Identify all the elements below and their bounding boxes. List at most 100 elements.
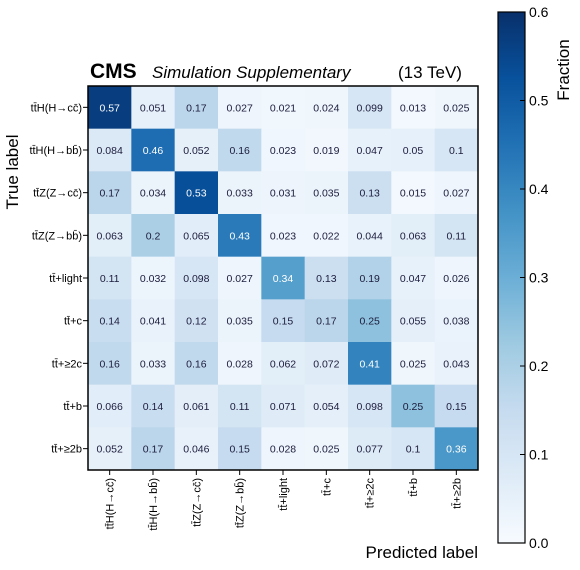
- heatmap-cell-7-5: [304, 384, 349, 428]
- heatmap-cell-label-0-8: 0.025: [443, 102, 469, 114]
- heatmap-cell-2-0: [88, 171, 132, 215]
- heatmap-cell-label-0-1: 0.051: [140, 102, 166, 114]
- y-tick-label-4: tt̄+light: [49, 273, 82, 285]
- heatmap-cell-5-7: [391, 299, 436, 343]
- heatmap-cell-label-1-3: 0.16: [229, 145, 250, 157]
- x-tick-label-4: tt̄+light: [278, 478, 290, 511]
- heatmap-cell-5-5: [304, 299, 349, 343]
- heatmap-cell-label-1-0: 0.084: [97, 145, 123, 157]
- x-tick-label-3: tt̄Z(Z→bb̄): [234, 478, 247, 528]
- heatmap-cell-7-0: [88, 384, 132, 428]
- heatmap-cell-0-0: [88, 86, 132, 130]
- heatmap-cell-label-0-4: 0.021: [270, 102, 296, 114]
- heatmap-cell-label-4-1: 0.032: [140, 273, 166, 285]
- supplementary-label: Simulation Supplementary: [152, 63, 352, 82]
- heatmap-cell-label-7-4: 0.071: [270, 401, 296, 413]
- heatmap-cell-3-6: [348, 214, 392, 258]
- heatmap-cell-label-8-7: 0.1: [406, 444, 421, 456]
- heatmap-cell-6-0: [88, 342, 132, 386]
- heatmap-cell-label-1-7: 0.05: [403, 145, 424, 157]
- heatmap-cell-labels: 0.57 0.051 0.17 0.027 0.021 0.024 0.099 0.013 0.…: [97, 102, 470, 455]
- heatmap-cell-label-1-2: 0.052: [183, 145, 209, 157]
- heatmap-cell-label-2-0: 0.17: [99, 188, 120, 200]
- x-tick-labels: tt̄H(H→cc̄) tt̄H(H→bb̄) tt̄Z(Z→cc̄) tt̄Z(Z→…: [104, 470, 463, 531]
- heatmap-cell-label-6-4: 0.062: [270, 358, 296, 370]
- y-tick-label-7: tt̄+b: [63, 401, 82, 413]
- heatmap-cell-label-6-7: 0.025: [400, 358, 426, 370]
- heatmap-cell-2-1: [131, 171, 176, 215]
- heatmap-cell-2-6: [348, 171, 392, 215]
- heatmap-cell-label-7-8: 0.15: [446, 401, 467, 413]
- heatmap-cell-label-3-3: 0.43: [229, 230, 250, 242]
- heatmap-cell-7-7: [391, 384, 436, 428]
- x-tick-label-5: tt̄+c: [321, 478, 333, 497]
- heatmap-cell-7-8: [434, 384, 479, 428]
- heatmap-cell-label-0-3: 0.027: [227, 102, 253, 114]
- heatmap-cell-label-6-0: 0.16: [99, 358, 120, 370]
- y-tick-label-5: tt̄+c: [64, 315, 83, 327]
- y-tick-label-0: tt̄H(H→cc̄): [31, 102, 82, 114]
- heatmap-cell-label-3-8: 0.11: [446, 230, 466, 242]
- heatmap-cell-1-6: [348, 128, 392, 172]
- heatmap-cell-3-0: [88, 214, 132, 258]
- heatmap-cell-4-0: [88, 256, 132, 300]
- heatmap-cell-2-5: [304, 171, 349, 215]
- heatmap-cell-label-1-8: 0.1: [449, 145, 464, 157]
- heatmap-cell-label-7-1: 0.14: [143, 401, 164, 413]
- heatmap-cell-label-4-0: 0.11: [100, 273, 120, 285]
- heatmap-cell-label-3-7: 0.063: [400, 230, 426, 242]
- heatmap-cell-1-4: [261, 128, 306, 172]
- heatmap-cell-label-6-8: 0.043: [443, 358, 469, 370]
- heatmap-cell-label-5-4: 0.15: [273, 316, 294, 328]
- heatmap-cell-5-0: [88, 299, 132, 343]
- heatmap-cell-label-0-7: 0.013: [400, 102, 426, 114]
- heatmap-cell-label-5-8: 0.038: [443, 316, 469, 328]
- heatmap-cell-label-6-3: 0.028: [227, 358, 253, 370]
- heatmap-cell-0-2: [174, 86, 219, 130]
- heatmap-cell-label-6-2: 0.16: [186, 358, 207, 370]
- heatmap-cell-label-5-6: 0.25: [359, 316, 380, 328]
- heatmap-cell-3-1: [131, 214, 176, 258]
- heatmap-cell-3-7: [391, 214, 436, 258]
- heatmap-cell-2-7: [391, 171, 436, 215]
- heatmap-cell-4-6: [348, 256, 392, 300]
- heatmap-cell-8-4: [261, 427, 306, 471]
- heatmap-cell-8-0: [88, 427, 132, 471]
- heatmap-cell-5-8: [434, 299, 479, 343]
- heatmap-cell-label-2-6: 0.13: [359, 188, 380, 200]
- x-tick-label-8: tt̄+≥2b: [451, 478, 463, 509]
- heatmap-cell-4-5: [304, 256, 349, 300]
- heatmap-cell-2-3: [218, 171, 262, 215]
- heatmap-cell-8-1: [131, 427, 176, 471]
- heatmap-cell-3-5: [304, 214, 349, 258]
- heatmap-cell-label-8-0: 0.052: [97, 444, 123, 456]
- heatmap-cells: [88, 86, 479, 471]
- heatmap-cell-6-3: [218, 342, 262, 386]
- heatmap-cell-label-4-3: 0.027: [227, 273, 253, 285]
- heatmap-cell-label-8-5: 0.025: [313, 444, 339, 456]
- heatmap-cell-label-8-8: 0.36: [446, 444, 467, 456]
- heatmap-cell-label-0-6: 0.099: [357, 102, 383, 114]
- colorbar-tick-label-5: 0.5: [529, 93, 549, 109]
- heatmap-cell-label-2-7: 0.015: [400, 188, 426, 200]
- heatmap-cell-label-3-4: 0.023: [270, 230, 296, 242]
- heatmap-cell-label-7-2: 0.061: [183, 401, 209, 413]
- heatmap-cell-1-3: [218, 128, 262, 172]
- heatmap-cell-label-6-5: 0.072: [313, 358, 339, 370]
- heatmap-cell-label-7-6: 0.098: [357, 401, 383, 413]
- x-axis-title: Predicted label: [366, 543, 478, 562]
- x-tick-label-0: tt̄H(H→cc̄): [104, 478, 116, 529]
- heatmap-cell-label-1-5: 0.019: [313, 145, 339, 157]
- heatmap-cell-4-1: [131, 256, 176, 300]
- heatmap-cell-0-5: [304, 86, 349, 130]
- heatmap-cell-8-7: [391, 427, 436, 471]
- heatmap-cell-label-0-2: 0.17: [186, 102, 207, 114]
- heatmap-cell-label-5-5: 0.17: [316, 316, 337, 328]
- heatmap-cell-1-5: [304, 128, 349, 172]
- heatmap-cell-3-2: [174, 214, 219, 258]
- heatmap-cell-label-7-5: 0.054: [313, 401, 339, 413]
- heatmap-cell-6-6: [348, 342, 392, 386]
- heatmap-cell-2-4: [261, 171, 306, 215]
- heatmap-cell-0-6: [348, 86, 392, 130]
